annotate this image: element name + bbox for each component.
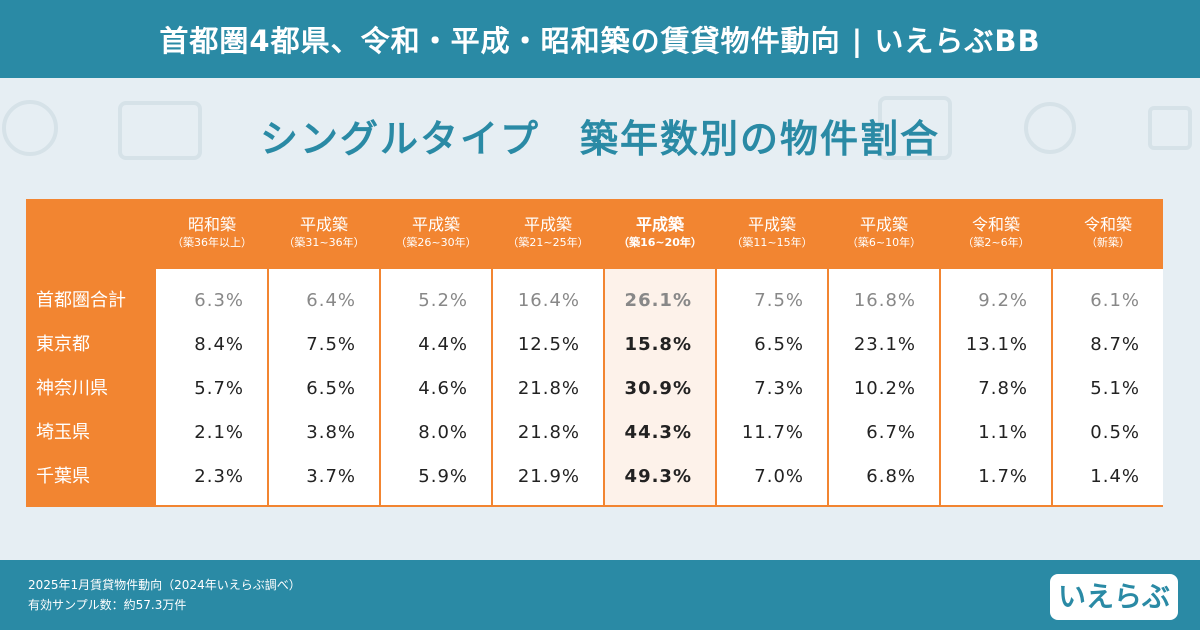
column-header-sub: （築2~6年） xyxy=(962,236,1030,249)
banner-title: 首都圏4都県、令和・平成・昭和築の賃貸物件動向 | いえらぶBB xyxy=(159,24,1041,58)
table-cell: 2.3% xyxy=(194,466,244,487)
table-cell: 6.7% xyxy=(866,422,916,443)
table-cell: 15.8% xyxy=(624,334,692,355)
column-header-sub: （築36年以上） xyxy=(172,236,252,249)
column-header: 平成築 （築26~30年） xyxy=(380,199,492,269)
table-cell: 6.3% xyxy=(194,290,244,311)
table-cell: 26.1% xyxy=(624,290,692,311)
column-header-label: 令和築 xyxy=(971,215,1020,234)
row-label: 首都圏合計 xyxy=(36,290,126,311)
table-cell: 21.8% xyxy=(517,378,580,399)
table-cell: 49.3% xyxy=(624,466,692,487)
column-header-label: 平成築 xyxy=(299,215,348,234)
table-cell: 6.1% xyxy=(1090,290,1140,311)
column-header-sub: （築6~10年） xyxy=(846,236,922,249)
column-header-sub: （築11~15年） xyxy=(731,236,813,249)
table-cell: 30.9% xyxy=(624,378,692,399)
table-cell: 13.1% xyxy=(965,334,1028,355)
column-divider xyxy=(267,269,269,505)
table-cell: 44.3% xyxy=(624,422,692,443)
page-heading: シングルタイプ 築年数別の物件割合 xyxy=(259,117,940,161)
banner: 首都圏4都県、令和・平成・昭和築の賃貸物件動向 | いえらぶBB xyxy=(0,0,1200,78)
table-cell: 5.1% xyxy=(1090,378,1140,399)
table-cell: 7.3% xyxy=(754,378,804,399)
table-cell: 5.9% xyxy=(418,466,468,487)
table-cell: 23.1% xyxy=(853,334,916,355)
table-cell: 21.8% xyxy=(517,422,580,443)
table-cell: 7.8% xyxy=(978,378,1028,399)
table-cell: 6.8% xyxy=(866,466,916,487)
table-cell: 6.5% xyxy=(306,378,356,399)
column-divider xyxy=(715,269,717,505)
table-cell: 3.8% xyxy=(306,422,356,443)
row-label: 東京都 xyxy=(36,334,90,355)
highlight-column-bg xyxy=(604,269,716,505)
table-cell: 12.5% xyxy=(517,334,580,355)
table-cell: 21.9% xyxy=(517,466,580,487)
ierabu-logo: いえらぶ xyxy=(1050,574,1178,620)
footer-note-sample: 有効サンプル数：約57.3万件 xyxy=(28,598,187,612)
column-header: 平成築 （築11~15年） xyxy=(716,199,828,269)
column-header-label: 平成築 xyxy=(635,215,684,234)
table-cell: 0.5% xyxy=(1090,422,1140,443)
column-divider xyxy=(491,269,493,505)
column-header: 令和築 （新築） xyxy=(1052,199,1164,269)
table-cell: 1.1% xyxy=(978,422,1028,443)
row-label: 埼玉県 xyxy=(36,422,90,443)
column-header-label: 昭和築 xyxy=(187,215,236,234)
column-header-label: 令和築 xyxy=(1083,215,1132,234)
column-divider xyxy=(379,269,381,505)
column-header: 平成築 （築31~36年） xyxy=(268,199,380,269)
table-cell: 10.2% xyxy=(853,378,916,399)
column-divider xyxy=(939,269,941,505)
footer: 2025年1月賃貸物件動向（2024年いえらぶ調べ） 有効サンプル数：約57.3… xyxy=(0,560,1200,630)
table-cell: 16.4% xyxy=(517,290,580,311)
table-cell: 9.2% xyxy=(978,290,1028,311)
data-table: 昭和築 （築36年以上） 平成築 （築31~36年） 平成築 （築26~30年） 平成築 （築… xyxy=(26,199,1163,507)
column-header-sub: （築26~30年） xyxy=(395,236,477,249)
column-header-label: 平成築 xyxy=(747,215,796,234)
background-decoration xyxy=(2,96,1192,160)
table-cell: 1.7% xyxy=(978,466,1028,487)
column-header-label: 平成築 xyxy=(411,215,460,234)
table-cell: 6.4% xyxy=(306,290,356,311)
column-header: 昭和築 （築36年以上） xyxy=(156,199,268,269)
table-cell: 7.5% xyxy=(754,290,804,311)
table-cell: 8.0% xyxy=(418,422,468,443)
table-cell: 5.2% xyxy=(418,290,468,311)
column-header-sub: （新築） xyxy=(1086,236,1130,249)
table-cell: 7.5% xyxy=(306,334,356,355)
column-divider xyxy=(827,269,829,505)
column-header: 令和築 （築2~6年） xyxy=(940,199,1052,269)
table-cell: 4.6% xyxy=(418,378,468,399)
row-label: 神奈川県 xyxy=(36,378,108,399)
table-cell: 1.4% xyxy=(1090,466,1140,487)
table-cell: 4.4% xyxy=(418,334,468,355)
column-header-sub: （築21~25年） xyxy=(507,236,589,249)
row-label: 千葉県 xyxy=(36,466,90,487)
table-body: 6.3% 6.4% 5.2% 16.4% 26.1% 7.5% 16.8% 9.2% 6.1% 8… xyxy=(156,269,1163,505)
column-header: 平成築 （築16~20年） xyxy=(604,199,716,269)
table-cell: 8.4% xyxy=(194,334,244,355)
column-divider xyxy=(1051,269,1053,505)
column-header-label: 平成築 xyxy=(859,215,908,234)
table-cell: 7.0% xyxy=(754,466,804,487)
column-header-sub: （築31~36年） xyxy=(283,236,365,249)
table-cell: 3.7% xyxy=(306,466,356,487)
column-header-sub: （築16~20年） xyxy=(618,236,702,249)
column-header-label: 平成築 xyxy=(523,215,572,234)
table-cell: 6.5% xyxy=(754,334,804,355)
column-divider xyxy=(603,269,605,505)
table-cell: 5.7% xyxy=(194,378,244,399)
table-cell: 2.1% xyxy=(194,422,244,443)
table-cell: 11.7% xyxy=(741,422,804,443)
table-cell: 8.7% xyxy=(1090,334,1140,355)
footer-note-source: 2025年1月賃貸物件動向（2024年いえらぶ調べ） xyxy=(28,578,301,592)
column-header: 平成築 （築21~25年） xyxy=(492,199,604,269)
column-header: 平成築 （築6~10年） xyxy=(828,199,940,269)
table-cell: 16.8% xyxy=(853,290,916,311)
